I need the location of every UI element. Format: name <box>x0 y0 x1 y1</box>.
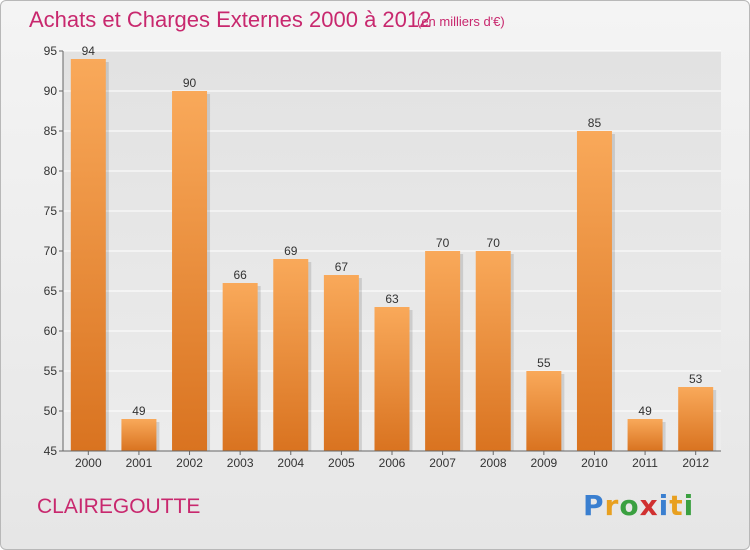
y-tick-label: 55 <box>44 364 58 378</box>
y-tick-label: 90 <box>44 84 58 98</box>
x-tick-label: 2008 <box>480 456 507 470</box>
y-tick-label: 60 <box>44 324 58 338</box>
logo-letter: i <box>683 489 695 522</box>
y-tick-label: 80 <box>44 164 58 178</box>
bar-value-label: 70 <box>436 236 450 250</box>
logo-letter: x <box>639 489 659 522</box>
bar <box>273 259 309 451</box>
bar <box>627 419 663 451</box>
logo-letter: t <box>669 489 684 522</box>
bar-value-label: 63 <box>385 292 399 306</box>
logo-letter: P <box>583 489 605 522</box>
bar-value-label: 53 <box>689 372 703 386</box>
bar <box>121 419 157 451</box>
x-tick-label: 2003 <box>227 456 254 470</box>
x-tick-label: 2001 <box>126 456 153 470</box>
x-tick-label: 2000 <box>75 456 102 470</box>
bar <box>475 251 511 451</box>
bar <box>576 131 612 451</box>
proxiti-logo: Proxiti <box>583 489 694 522</box>
bar-value-label: 67 <box>335 260 349 274</box>
y-tick-label: 75 <box>44 204 58 218</box>
bar <box>70 59 106 451</box>
x-tick-label: 2012 <box>682 456 709 470</box>
bar <box>425 251 461 451</box>
x-tick-label: 2002 <box>176 456 203 470</box>
y-tick-label: 50 <box>44 404 58 418</box>
bar <box>323 275 359 451</box>
bar <box>222 283 258 451</box>
bar <box>678 387 714 451</box>
bar-value-label: 49 <box>638 404 652 418</box>
bar-value-label: 66 <box>233 268 247 282</box>
bar <box>526 371 562 451</box>
bar <box>374 307 410 451</box>
logo-letter: i <box>658 489 670 522</box>
bar <box>172 91 208 451</box>
y-tick-label: 45 <box>44 444 58 458</box>
x-tick-label: 2005 <box>328 456 355 470</box>
x-tick-label: 2011 <box>632 456 658 470</box>
x-tick-label: 2010 <box>581 456 608 470</box>
x-tick-label: 2009 <box>530 456 557 470</box>
logo-letter: r <box>604 489 620 522</box>
bar-value-label: 94 <box>82 44 96 58</box>
bar-value-label: 90 <box>183 76 197 90</box>
bar-value-label: 70 <box>487 236 501 250</box>
bar-value-label: 55 <box>537 356 551 370</box>
x-tick-label: 2007 <box>429 456 456 470</box>
y-tick-label: 95 <box>44 44 58 58</box>
chart-unit: (en milliers d'€) <box>417 14 505 29</box>
bar-value-label: 85 <box>588 116 602 130</box>
logo-letter: o <box>619 489 640 522</box>
chart-title: Achats et Charges Externes 2000 à 2012 <box>29 7 432 32</box>
bar-value-label: 49 <box>132 404 146 418</box>
x-tick-label: 2004 <box>277 456 304 470</box>
x-tick-label: 2006 <box>379 456 406 470</box>
y-tick-label: 70 <box>44 244 58 258</box>
commune-name: CLAIREGOUTTE <box>37 495 201 518</box>
bar-value-label: 69 <box>284 244 298 258</box>
y-tick-label: 85 <box>44 124 58 138</box>
y-tick-label: 65 <box>44 284 58 298</box>
